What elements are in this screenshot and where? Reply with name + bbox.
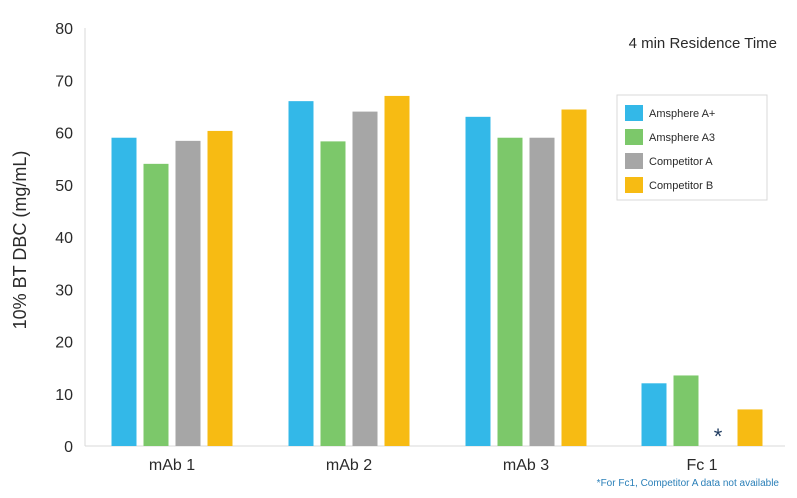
missing-data-marker: * [714,424,723,449]
x-tick-label: mAb 2 [326,457,372,474]
legend-swatch [625,153,643,169]
x-tick-label: Fc 1 [686,457,717,474]
legend-swatch [625,105,643,121]
bars: * [111,95,763,449]
y-tick-label: 30 [55,282,73,299]
y-tick-label: 50 [55,178,73,195]
y-tick-label: 20 [55,335,73,352]
y-tick-label: 0 [64,439,73,456]
bar [465,116,491,446]
bar [143,163,169,446]
x-axis: mAb 1 mAb 2 mAb 3 Fc 1 [85,445,785,474]
y-tick-label: 40 [55,230,73,247]
x-tick-label: mAb 1 [149,457,195,474]
chart-subtitle: 4 min Residence Time [629,35,777,52]
y-tick-label: 60 [55,126,73,143]
legend-label: Competitor A [649,156,713,168]
bar [384,95,410,447]
legend: Amsphere A+ Amsphere A3 Competitor A Compet… [616,94,768,201]
legend-label: Amsphere A3 [649,132,715,144]
footnote: *For Fc1, Competitor A data not availabl… [597,478,780,489]
y-tick-label: 70 [55,73,73,90]
legend-label: Competitor B [649,180,713,192]
bar [352,111,378,446]
bar [529,137,555,446]
bar [288,101,314,447]
bar [320,141,346,446]
y-tick-label: 80 [55,21,73,38]
bar [641,383,667,446]
bar [737,409,763,446]
y-axis: 0 10 20 30 40 50 60 70 80 [55,21,86,456]
y-tick-label: 10 [55,387,73,404]
x-tick-label: mAb 3 [503,457,549,474]
legend-swatch [625,129,643,145]
bar [561,109,587,446]
legend-swatch [625,177,643,193]
bar [207,130,233,446]
bar [111,137,137,446]
bar [673,375,699,446]
bar [497,137,523,446]
legend-label: Amsphere A+ [649,108,715,120]
bar [175,140,201,447]
y-axis-title: 10% BT DBC (mg/mL) [10,151,30,330]
